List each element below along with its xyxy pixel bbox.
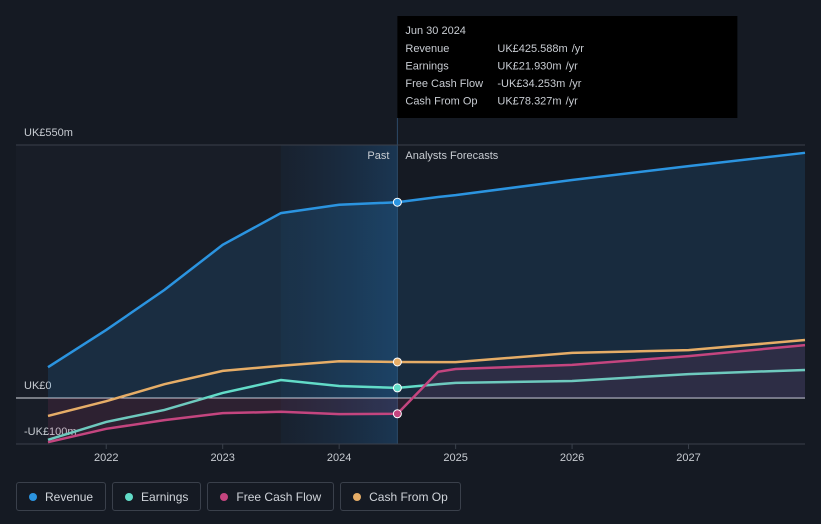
- tooltip-value: UK£78.327m: [497, 95, 561, 107]
- tooltip-value: -UK£34.253m: [497, 78, 565, 90]
- point: [392, 197, 402, 207]
- series-line: [47, 343, 806, 444]
- legend-item[interactable]: Revenue: [16, 482, 107, 511]
- legend-label: Free Cash Flow: [236, 489, 322, 504]
- x-tick-label: 2023: [210, 452, 234, 464]
- x-tick-label: 2025: [443, 452, 467, 464]
- x-tick-label: 2026: [560, 452, 584, 464]
- tooltip-unit: /yr: [566, 60, 579, 72]
- tooltip-label: Revenue: [405, 43, 449, 55]
- legend-item[interactable]: Earnings: [112, 482, 202, 511]
- legend-label: Cash From Op: [369, 489, 448, 504]
- point: [392, 409, 402, 419]
- tooltip: [397, 16, 738, 118]
- legend-label: Revenue: [45, 489, 94, 504]
- point: [392, 383, 402, 393]
- y-tick-label: UK£0: [24, 380, 52, 392]
- chart: Past Analysts ForecastsUK£550mUK£0-UK£100…: [16, 16, 806, 464]
- series-line: [47, 368, 806, 442]
- legend-swatch: [353, 492, 362, 501]
- tooltip-unit: /yr: [572, 43, 585, 55]
- tooltip-unit: /yr: [569, 78, 582, 90]
- legend-swatch: [125, 492, 134, 501]
- tooltip-label: Earnings: [405, 60, 449, 72]
- x-tick-label: 2027: [676, 452, 700, 464]
- forecast-label: Analysts Forecasts: [405, 150, 498, 162]
- tooltip-label: Free Cash Flow: [405, 78, 483, 90]
- highlight: [280, 145, 398, 444]
- tooltip-date: Jun 30 2024: [405, 25, 466, 37]
- legend: Revenue Earnings Free Cash Flow Cash From O…: [16, 482, 461, 511]
- legend-item[interactable]: Cash From Op: [340, 482, 461, 511]
- tooltip-unit: /yr: [566, 95, 579, 107]
- x-tick-label: 2024: [327, 452, 351, 464]
- legend-label: Earnings: [141, 489, 189, 504]
- tooltip-value: UK£425.588m: [497, 43, 567, 55]
- x-tick-label: 2022: [94, 452, 118, 464]
- past-label: Past: [367, 150, 389, 162]
- tooltip-value: UK£21.930m: [497, 60, 561, 72]
- y-tick-label: UK£550m: [24, 127, 73, 139]
- legend-swatch: [220, 492, 229, 501]
- series-line: [47, 338, 806, 418]
- tooltip-label: Cash From Op: [405, 95, 477, 107]
- area: [48, 152, 805, 398]
- legend-item[interactable]: Free Cash Flow: [207, 482, 335, 511]
- area: [48, 345, 805, 443]
- series-line: [47, 151, 806, 369]
- point: [392, 357, 402, 367]
- legend-swatch: [29, 492, 37, 501]
